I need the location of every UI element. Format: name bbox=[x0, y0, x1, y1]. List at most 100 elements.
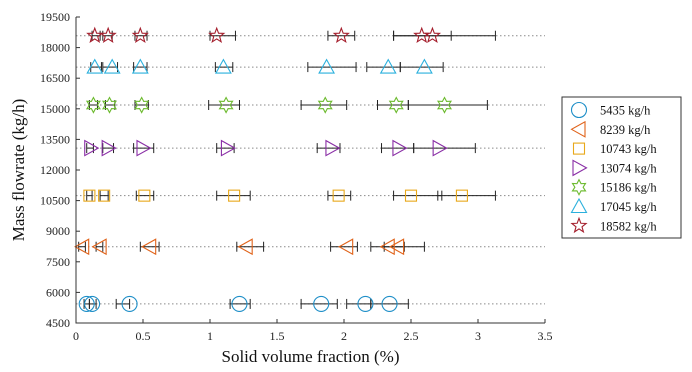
legend-marker bbox=[570, 101, 588, 119]
errorbar bbox=[300, 298, 338, 309]
errorbar bbox=[413, 143, 476, 154]
errorbar bbox=[86, 190, 93, 201]
y-tick-label: 18000 bbox=[40, 41, 70, 55]
data-point bbox=[83, 189, 96, 202]
data-point bbox=[220, 139, 237, 157]
data-point bbox=[85, 96, 101, 114]
legend-marker bbox=[570, 216, 588, 234]
errorbar bbox=[102, 143, 115, 154]
errorbar bbox=[327, 190, 352, 201]
data-point bbox=[332, 189, 345, 202]
data-point bbox=[388, 238, 405, 256]
axis-layer: 0 0.5 1 1.5 2 2.5 3 3.5 4500 6000 7500 9000 10500 120… bbox=[40, 10, 553, 343]
errorbar bbox=[216, 143, 235, 154]
errorbar bbox=[327, 30, 356, 41]
data-point bbox=[415, 58, 433, 74]
errorbar bbox=[393, 190, 443, 201]
legend-item: 5435 kg/h bbox=[570, 101, 651, 119]
grid-layer bbox=[76, 35, 545, 305]
data-point bbox=[84, 295, 101, 312]
data-point bbox=[214, 58, 232, 74]
legend-label: 8239 kg/h bbox=[600, 123, 651, 137]
data-point bbox=[131, 26, 149, 44]
data-point bbox=[313, 295, 330, 312]
marker-layer bbox=[74, 26, 468, 312]
y-tick-label: 19500 bbox=[40, 10, 70, 24]
data-point bbox=[436, 96, 453, 114]
y-tick-label: 10500 bbox=[40, 194, 70, 208]
legend-box bbox=[561, 96, 682, 239]
errorbar bbox=[209, 30, 236, 41]
data-point bbox=[99, 26, 117, 44]
errorbar bbox=[393, 30, 496, 41]
data-point bbox=[138, 189, 151, 202]
y-tick-label: 7500 bbox=[46, 255, 70, 269]
errorbar bbox=[99, 190, 109, 201]
legend-item: 10743 kg/h bbox=[572, 142, 657, 156]
y-axis-title: Mass flowrate (kg/h) bbox=[9, 99, 28, 242]
errorbar bbox=[300, 100, 348, 111]
errorbar bbox=[86, 143, 94, 154]
data-point bbox=[208, 26, 226, 44]
x-tick-label: 0 bbox=[73, 329, 79, 343]
legend-label: 10743 kg/h bbox=[600, 142, 657, 156]
errorbar-layer bbox=[78, 30, 496, 309]
data-point bbox=[98, 189, 111, 202]
legend-item: 8239 kg/h bbox=[570, 120, 651, 138]
legend-marker bbox=[572, 142, 586, 155]
data-point bbox=[381, 295, 398, 312]
data-point bbox=[91, 238, 107, 256]
axis-frame bbox=[75, 17, 545, 324]
legend-label: 5435 kg/h bbox=[600, 104, 651, 118]
data-point bbox=[101, 139, 117, 157]
data-point bbox=[134, 96, 150, 114]
legend-marker bbox=[571, 178, 587, 196]
errorbar bbox=[330, 241, 358, 252]
errorbar bbox=[214, 62, 234, 73]
data-point bbox=[338, 238, 354, 256]
errorbar bbox=[370, 298, 409, 309]
legend: 5435 kg/h 8239 kg/h 10743 kg/h 13074 kg/h 15… bbox=[561, 96, 682, 239]
errorbar bbox=[88, 298, 97, 309]
x-tick-label: 2.5 bbox=[404, 329, 419, 343]
data-point bbox=[78, 295, 95, 312]
x-tick-label: 3.5 bbox=[538, 329, 553, 343]
legend-label: 15186 kg/h bbox=[600, 181, 657, 195]
legend-marker bbox=[570, 120, 586, 138]
y-tick-label: 6000 bbox=[46, 285, 70, 299]
errorbar bbox=[437, 190, 496, 201]
data-point bbox=[121, 295, 138, 312]
data-point bbox=[131, 58, 149, 74]
data-point bbox=[237, 238, 253, 256]
legend-item: 17045 kg/h bbox=[570, 197, 657, 214]
data-point bbox=[141, 238, 157, 256]
errorbar bbox=[115, 298, 131, 309]
data-point bbox=[432, 139, 448, 157]
x-tick-label: 2 bbox=[341, 329, 347, 343]
data-point bbox=[218, 96, 234, 114]
y-tick-label: 16500 bbox=[40, 71, 70, 85]
y-tick-label: 13500 bbox=[40, 132, 70, 146]
data-point bbox=[103, 58, 121, 74]
data-point bbox=[392, 139, 408, 157]
y-tick-label: 4500 bbox=[46, 316, 70, 330]
errorbar bbox=[316, 143, 341, 154]
data-point bbox=[74, 238, 90, 256]
errorbar bbox=[236, 241, 265, 252]
legend-label: 17045 kg/h bbox=[600, 200, 657, 214]
legend-marker bbox=[572, 159, 588, 177]
legend-item: 15186 kg/h bbox=[571, 178, 657, 196]
data-point bbox=[84, 139, 100, 157]
legend-label: 18582 kg/h bbox=[600, 219, 657, 233]
errorbar bbox=[78, 241, 86, 252]
x-axis-title: Solid volume fraction (%) bbox=[222, 347, 400, 366]
data-point bbox=[332, 26, 350, 44]
legend-label: 13074 kg/h bbox=[600, 161, 657, 175]
data-point bbox=[379, 58, 397, 74]
data-point bbox=[101, 96, 118, 114]
errorbar bbox=[208, 100, 240, 111]
errorbar bbox=[216, 190, 251, 201]
data-point bbox=[317, 96, 333, 114]
errorbar bbox=[399, 62, 444, 73]
